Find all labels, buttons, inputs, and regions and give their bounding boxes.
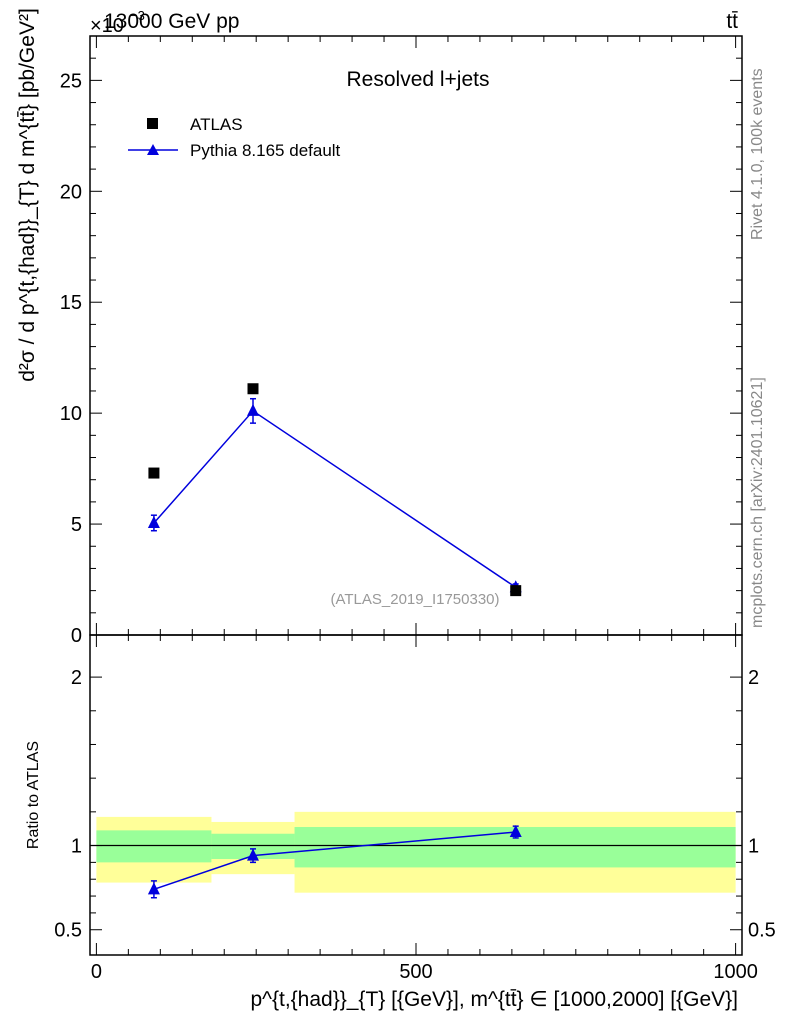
x-axis-label: p^{t,{had}}_{T} [{GeV}], m^{tt̄} ∈ [1000… bbox=[250, 988, 738, 1011]
pythia-point bbox=[247, 403, 259, 416]
ratio-y-axis: 0.5 0.5 1 1 2 2 bbox=[54, 667, 776, 942]
ratio-y-tick-label-right: 0.5 bbox=[748, 920, 776, 942]
energy-label: 13000 GeV pp bbox=[104, 10, 239, 33]
legend: ATLAS Pythia 8.165 default bbox=[128, 115, 341, 160]
ratio-y-axis-label: Ratio to ATLAS bbox=[25, 741, 42, 849]
analysis-label: (ATLAS_2019_I1750330) bbox=[330, 591, 499, 608]
ratio-y-tick-label: 0.5 bbox=[54, 920, 82, 942]
legend-atlas-label: ATLAS bbox=[190, 115, 243, 134]
exponent-power: −3 bbox=[130, 8, 145, 23]
ratio-y-tick-label: 2 bbox=[71, 667, 82, 689]
pythia-line bbox=[153, 409, 517, 588]
uncertainty-band-inner bbox=[96, 830, 212, 863]
main-y-tick-label: 25 bbox=[60, 70, 82, 92]
x-tick-label: 1000 bbox=[713, 961, 758, 983]
process-label: tt̄ bbox=[726, 10, 738, 33]
ratio-series bbox=[147, 825, 522, 899]
ratio-y-tick-label: 1 bbox=[71, 836, 82, 858]
main-y-axis-label: d²σ / d p^{t,{had}}_{T} d m^{tt̄} [pb/Ge… bbox=[16, 8, 39, 382]
ratio-bands bbox=[90, 811, 742, 893]
x-axis: 0 500 1000 bbox=[91, 635, 758, 983]
main-y-tick-label: 15 bbox=[60, 292, 82, 314]
main-y-tick-label: 0 bbox=[71, 625, 82, 647]
atlas-point bbox=[247, 383, 259, 395]
main-y-tick-label: 5 bbox=[71, 514, 82, 536]
pythia-point bbox=[147, 515, 160, 528]
rivet-label: Rivet 4.1.0, 100k events bbox=[749, 68, 766, 240]
x-tick-label: 0 bbox=[91, 961, 102, 983]
legend-pythia-marker bbox=[147, 144, 159, 155]
main-y-axis: 0 5 10 15 20 25 bbox=[60, 35, 742, 647]
atlas-point bbox=[148, 467, 160, 479]
main-y-tick-label: 20 bbox=[60, 181, 82, 203]
main-title: Resolved l+jets bbox=[347, 68, 490, 91]
atlas-point bbox=[510, 585, 522, 597]
main-frame bbox=[89, 35, 743, 636]
ratio-y-tick-label-right: 2 bbox=[748, 667, 759, 689]
ratio-frame bbox=[89, 634, 743, 956]
ratio-pythia-point bbox=[147, 882, 160, 895]
ratio-pythia-point bbox=[509, 825, 522, 838]
ratio-pythia-point bbox=[247, 848, 259, 861]
main-series bbox=[147, 383, 522, 597]
legend-atlas-marker bbox=[147, 118, 158, 129]
main-y-tick-label: 10 bbox=[60, 403, 82, 425]
mcplots-label: mcplots.cern.ch [arXiv:2401.10621] bbox=[749, 377, 766, 628]
legend-pythia-label: Pythia 8.165 default bbox=[190, 141, 341, 160]
ratio-y-tick-label-right: 1 bbox=[748, 836, 759, 858]
exponent-label: ×10 bbox=[90, 15, 124, 37]
x-tick-label: 500 bbox=[399, 961, 432, 983]
